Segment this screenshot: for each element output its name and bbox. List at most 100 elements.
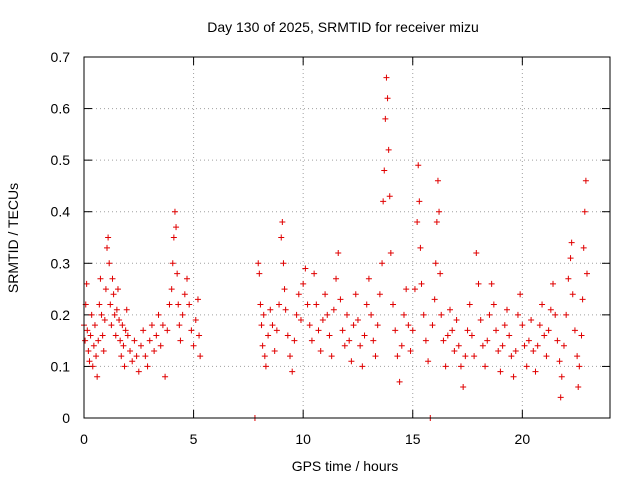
data-point <box>88 311 95 318</box>
data-point <box>177 337 184 344</box>
data-point <box>379 260 386 267</box>
chart-title: Day 130 of 2025, SRMTID for receiver miz… <box>207 19 479 35</box>
data-point <box>440 337 447 344</box>
data-point <box>431 296 438 303</box>
data-point <box>475 280 482 287</box>
data-point <box>438 311 445 318</box>
data-point <box>194 296 201 303</box>
data-point <box>173 224 180 231</box>
data-point <box>95 337 102 344</box>
data-point <box>284 332 291 339</box>
data-point <box>396 378 403 385</box>
data-point <box>300 280 307 287</box>
data-point <box>363 301 370 308</box>
data-point <box>407 347 414 354</box>
y-tick-label: 0.2 <box>51 307 71 323</box>
data-point <box>279 219 286 226</box>
data-point <box>517 291 524 298</box>
data-point <box>148 322 155 329</box>
data-point <box>508 353 515 360</box>
data-point <box>348 358 355 365</box>
data-point <box>86 358 93 365</box>
data-point <box>477 317 484 324</box>
data-point <box>433 219 440 226</box>
data-point <box>557 394 564 401</box>
data-point <box>121 363 128 370</box>
data-point <box>357 342 364 349</box>
data-point <box>322 291 329 298</box>
data-point <box>506 332 513 339</box>
data-point <box>137 342 144 349</box>
data-point <box>82 337 89 344</box>
data-point <box>437 270 444 277</box>
data-point <box>556 358 563 365</box>
data-point <box>422 337 429 344</box>
data-point <box>308 337 315 344</box>
data-point <box>534 342 541 349</box>
data-point <box>536 322 543 329</box>
data-point <box>124 332 131 339</box>
data-point <box>326 332 333 339</box>
data-point <box>344 311 350 318</box>
data-point <box>107 301 114 308</box>
data-point <box>574 353 581 360</box>
data-point <box>578 332 585 339</box>
data-point <box>260 311 267 318</box>
data-point <box>91 322 98 329</box>
data-point <box>581 208 588 215</box>
data-point <box>176 322 183 329</box>
data-point <box>153 332 160 339</box>
data-point <box>110 291 117 298</box>
data-point <box>175 301 182 308</box>
y-tick-label: 0.1 <box>51 358 71 374</box>
data-point <box>324 311 331 318</box>
data-point <box>462 353 469 360</box>
data-point <box>346 337 353 344</box>
data-point <box>333 275 340 282</box>
data-point <box>545 327 552 334</box>
data-point <box>111 311 118 318</box>
data-point <box>451 347 458 354</box>
data-point <box>359 363 366 370</box>
data-point <box>432 260 439 267</box>
data-point <box>565 275 572 282</box>
data-point <box>392 327 399 334</box>
data-point <box>384 95 391 102</box>
x-tick-label: 20 <box>515 431 531 447</box>
data-point <box>374 322 381 329</box>
data-point <box>403 286 410 293</box>
data-point <box>569 291 576 298</box>
data-point <box>550 280 557 287</box>
data-point <box>116 317 123 324</box>
data-point <box>117 337 124 344</box>
data-point <box>190 342 197 349</box>
data-point <box>484 337 491 344</box>
data-point <box>380 198 387 205</box>
data-point <box>488 280 495 287</box>
plot-frame <box>83 56 611 419</box>
data-point <box>525 337 532 344</box>
data-point <box>368 311 375 318</box>
data-point <box>261 353 268 360</box>
data-point <box>144 363 151 370</box>
data-point <box>417 244 424 251</box>
data-point <box>112 332 119 339</box>
data-point <box>119 322 126 329</box>
tick-labels: 0 0.1 0.2 0.3 0.4 0.5 0.6 0.7 0 5 10 15 20 <box>51 49 531 447</box>
data-point <box>269 322 276 329</box>
data-point <box>455 342 462 349</box>
grid-lines <box>84 57 610 418</box>
data-point <box>84 327 91 334</box>
data-point <box>543 353 550 360</box>
data-point <box>118 353 125 360</box>
data-point <box>337 296 344 303</box>
data-point <box>354 317 361 324</box>
data-point <box>129 358 136 365</box>
data-point <box>381 167 388 174</box>
data-point <box>181 291 188 298</box>
data-point <box>415 162 422 169</box>
data-point <box>576 363 583 370</box>
data-point <box>539 301 546 308</box>
data-point <box>385 146 392 153</box>
